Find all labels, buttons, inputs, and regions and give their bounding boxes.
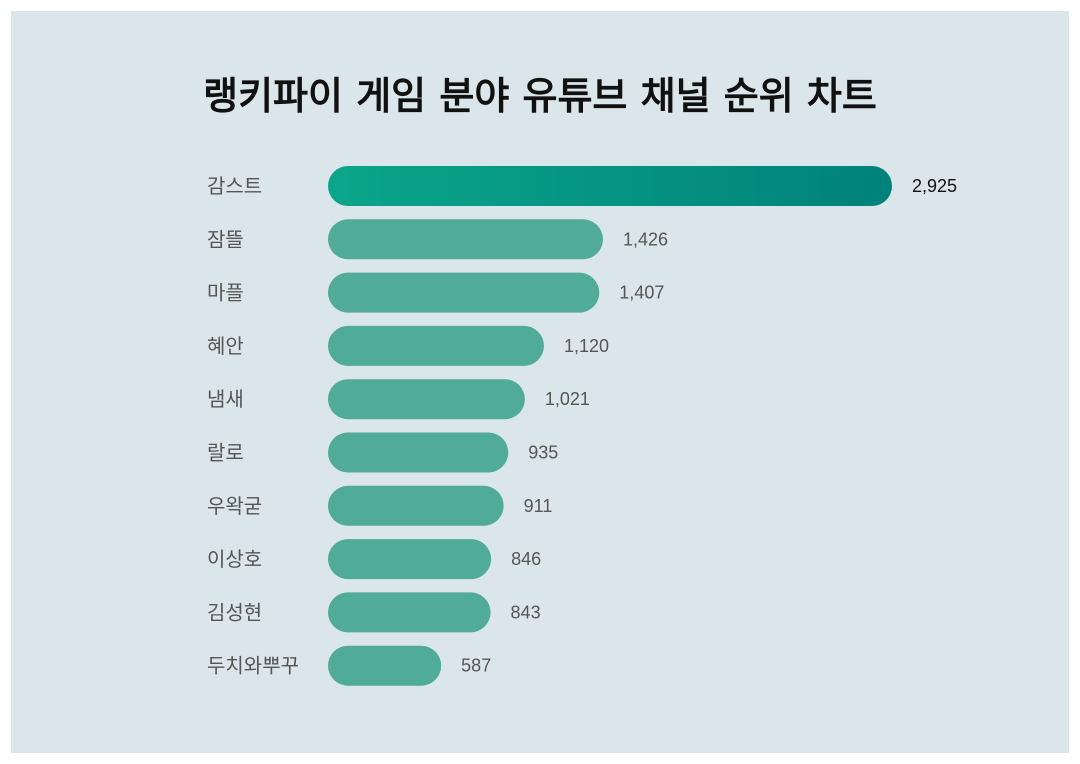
category-label: 마플 bbox=[207, 281, 244, 305]
chart-background bbox=[11, 11, 1069, 753]
category-label: 잠뜰 bbox=[207, 227, 244, 251]
value-label: 911 bbox=[524, 496, 553, 516]
bar bbox=[328, 592, 491, 633]
bar bbox=[328, 645, 442, 686]
category-label: 랄로 bbox=[207, 441, 244, 465]
bar bbox=[328, 432, 509, 473]
value-label: 1,021 bbox=[545, 389, 590, 409]
category-label: 혜안 bbox=[207, 334, 244, 358]
value-label: 846 bbox=[511, 549, 541, 569]
value-label: 2,925 bbox=[912, 176, 957, 196]
value-label: 935 bbox=[528, 443, 558, 463]
category-label: 냄새 bbox=[207, 387, 244, 411]
bar bbox=[328, 166, 892, 206]
bar bbox=[328, 325, 544, 366]
category-label: 감스트 bbox=[207, 174, 262, 198]
value-label: 1,120 bbox=[564, 336, 609, 356]
bar bbox=[328, 539, 492, 580]
category-label: 이상호 bbox=[207, 547, 262, 571]
value-label: 843 bbox=[511, 602, 541, 622]
chart-title: 랭키파이 게임 분야 유튜브 채널 순위 차트 bbox=[203, 74, 877, 118]
bar bbox=[328, 379, 525, 420]
value-label: 1,426 bbox=[623, 229, 668, 249]
value-label: 587 bbox=[461, 656, 491, 676]
bar bbox=[328, 219, 603, 260]
value-label: 1,407 bbox=[619, 283, 664, 303]
category-label: 김성현 bbox=[207, 600, 262, 624]
bar bbox=[328, 485, 504, 526]
category-label: 우왁굳 bbox=[207, 494, 262, 518]
bar bbox=[328, 272, 600, 313]
category-label: 두치와뿌꾸 bbox=[207, 654, 299, 678]
